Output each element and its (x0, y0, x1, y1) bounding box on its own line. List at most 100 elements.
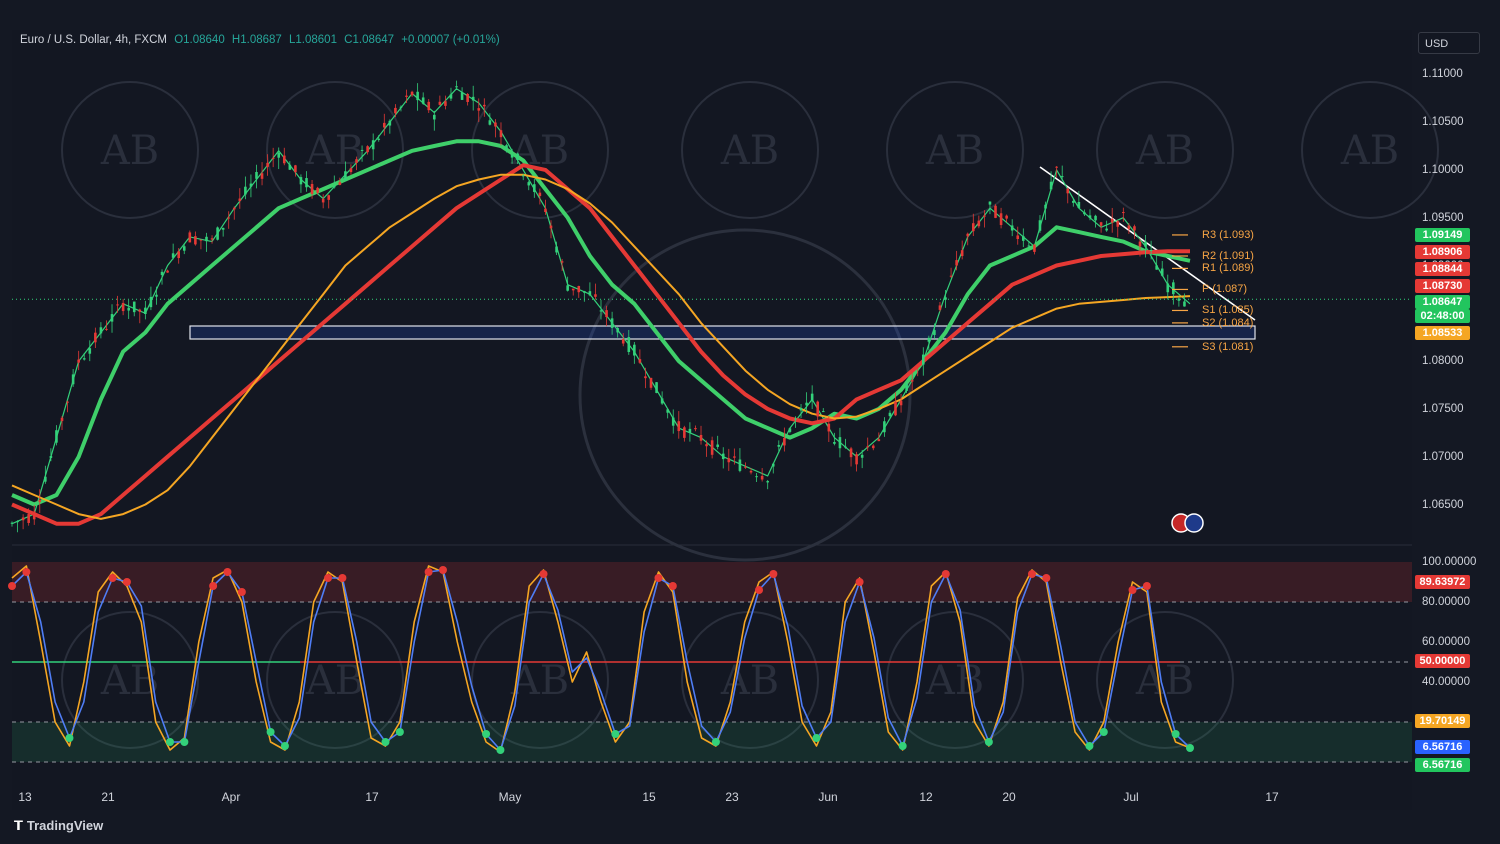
osc-buy-dot (1171, 730, 1180, 738)
chart-area[interactable] (12, 30, 1412, 810)
candle-body (983, 215, 986, 217)
candle-body (221, 227, 225, 230)
candle-body (483, 104, 486, 107)
tradingview-logo[interactable]: 𝗧 TradingView (14, 818, 104, 833)
candle-body (282, 155, 286, 164)
price-tick: 1.07000 (1422, 450, 1464, 463)
pivot-label: S3 (1.081) (1202, 340, 1254, 353)
osc-sell-dot (769, 570, 778, 578)
candle-body (244, 186, 247, 195)
candle-body (988, 201, 992, 205)
price-badge: 1.09149 (1415, 228, 1470, 242)
osc-buy-dot (381, 738, 390, 746)
candle-body (877, 439, 881, 442)
candle-body (416, 91, 419, 101)
overbought-zone (12, 562, 1412, 602)
candle-body (271, 157, 275, 159)
trendline (1039, 166, 1256, 321)
candle-body (321, 198, 325, 203)
candle-body (866, 446, 870, 448)
candle-body (105, 328, 108, 330)
candle-body (388, 120, 392, 126)
watermark-text: AB (1135, 658, 1194, 704)
candle-body (783, 437, 786, 446)
osc-sell-dot (855, 578, 864, 586)
ohlc-change: +0.00007 (+0.01%) (401, 34, 500, 46)
osc-sell-dot (755, 586, 764, 594)
candle-body (560, 261, 564, 263)
candle-body (521, 175, 525, 177)
candle-body (766, 481, 769, 483)
candle-body (910, 380, 914, 382)
candle-body (716, 444, 719, 447)
symbol-name[interactable]: Euro / U.S. Dollar, 4h, FXCM (20, 34, 167, 46)
watermark-seal (681, 611, 819, 749)
candle-body (77, 359, 80, 363)
time-tick: 17 (1265, 790, 1279, 804)
candle-body (360, 149, 364, 151)
price-tick: 1.07500 (1422, 402, 1464, 415)
price-series-2 (11, 163, 1190, 526)
candle-body (571, 288, 575, 291)
candle-body (499, 130, 503, 138)
osc-buy-dot (496, 746, 505, 754)
candle-body (1027, 245, 1031, 247)
candle-body (433, 114, 436, 120)
ohlc-low: L1.08601 (289, 34, 337, 46)
watermark-text: AB (925, 658, 984, 704)
candle-body (688, 428, 692, 433)
price-badge: 1.08906 (1415, 245, 1470, 259)
candle-body (605, 310, 608, 318)
candle-body (349, 168, 353, 173)
candle-body (1049, 181, 1053, 190)
ohlc-high: H1.08687 (231, 34, 282, 46)
osc-buy-dot (898, 742, 907, 750)
watermark-seal (471, 81, 609, 219)
candle-body (44, 476, 47, 482)
currency-selector[interactable]: USD (1418, 32, 1480, 54)
candle-body (633, 344, 636, 356)
candle-body (949, 275, 953, 277)
candle-body (894, 401, 897, 416)
candle-body (99, 327, 103, 334)
candle-body (760, 475, 764, 480)
candle-body (838, 437, 842, 449)
osc-sell-dot (1027, 570, 1036, 578)
candle-body (899, 400, 903, 406)
price-series-3 (11, 173, 1191, 520)
candle-body (1077, 201, 1081, 208)
candle-body (466, 94, 469, 102)
candle-body (777, 445, 781, 447)
candle-body (338, 182, 342, 185)
candle-body (649, 377, 653, 388)
osc-badge: 19.70149 (1415, 714, 1470, 728)
time-tick: 17 (365, 790, 379, 804)
candle-body (666, 409, 669, 413)
osc-badge: 89.63972 (1415, 575, 1470, 589)
candle-body (205, 236, 208, 242)
candle-body (455, 86, 458, 88)
candle-body (971, 223, 975, 232)
candle-body (1144, 241, 1147, 247)
candle-body (477, 108, 481, 111)
osc-buy-dot (711, 738, 720, 746)
candle-body (444, 101, 447, 106)
osc-buy-dot (395, 728, 404, 736)
time-tick: 20 (1002, 790, 1016, 804)
candle-body (588, 291, 592, 296)
symbol-legend: Euro / U.S. Dollar, 4h, FXCM O1.08640 H1… (20, 34, 500, 46)
candle-body (660, 398, 664, 404)
candle-body (1038, 220, 1042, 231)
time-tick: 12 (919, 790, 933, 804)
candle-body (438, 101, 442, 105)
candle-body (1022, 236, 1025, 241)
candle-body (27, 514, 30, 523)
candle-body (1122, 212, 1125, 214)
candle-body (705, 444, 708, 447)
candle-body (505, 145, 508, 149)
candle-body (1060, 176, 1064, 178)
tradingview-icon: 𝗧 (14, 818, 23, 833)
price-badge: 02:48:00 (1415, 309, 1470, 323)
candle-body (516, 153, 519, 160)
